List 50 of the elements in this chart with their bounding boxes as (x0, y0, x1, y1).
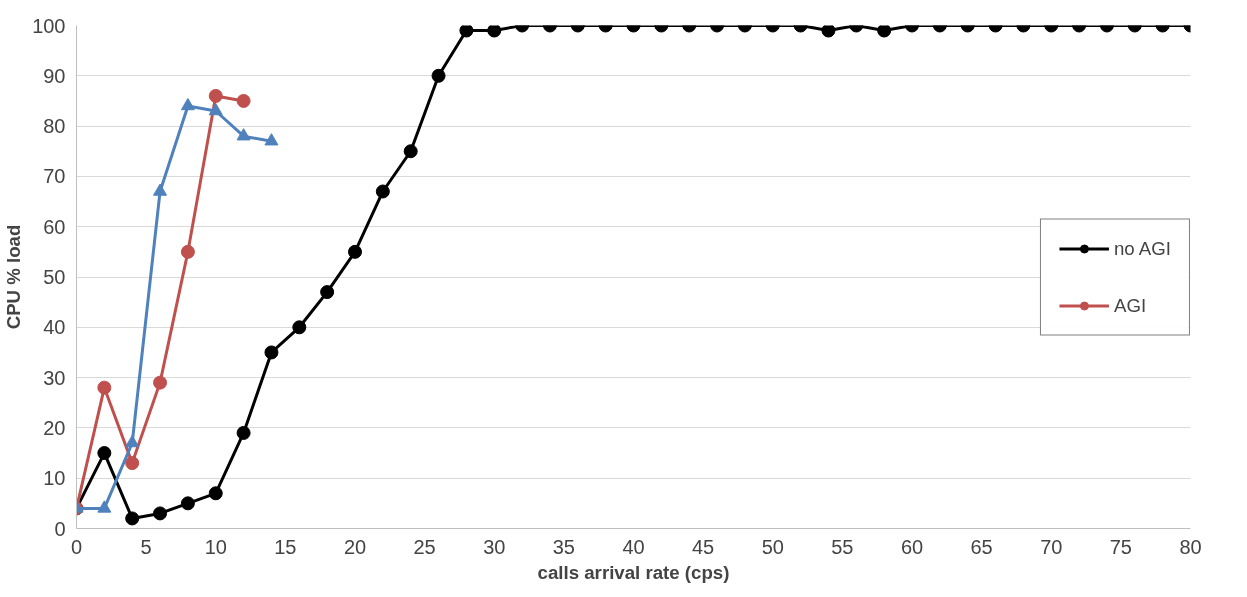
y-tick-label: 30 (43, 366, 66, 389)
point (125, 511, 140, 526)
point (153, 506, 168, 521)
point (97, 380, 112, 395)
x-tick-label: 5 (140, 535, 152, 558)
point (97, 446, 112, 461)
x-tick-label: 40 (622, 535, 645, 558)
y-axis-title: CPU % load (3, 224, 25, 330)
y-tick-label: 50 (43, 266, 66, 288)
x-tick-label: 30 (483, 535, 506, 558)
x-tick-label: 50 (761, 535, 784, 558)
point (125, 456, 140, 471)
x-tick-label: 55 (831, 535, 854, 558)
point (236, 425, 251, 440)
x-tick-label: 65 (970, 535, 993, 558)
point (264, 345, 279, 360)
y-tick-label: 0 (54, 517, 66, 540)
x-tick-label: 80 (1179, 535, 1202, 558)
point (375, 184, 390, 199)
x-tick-label: 0 (70, 535, 83, 558)
point (153, 375, 168, 390)
y-tick-label: 90 (43, 64, 66, 87)
x-tick-label: 20 (343, 535, 367, 558)
x-tick-label: 45 (692, 535, 715, 558)
y-tick-label: 100 (32, 14, 66, 37)
x-tick-label: 15 (274, 535, 297, 558)
x-tick-label: 70 (1040, 535, 1063, 558)
point (320, 285, 335, 300)
x-tick-label: 35 (552, 535, 575, 558)
x-tick-label: 75 (1109, 535, 1132, 558)
point (180, 244, 195, 259)
point (97, 500, 112, 513)
x-tick-label: 25 (413, 535, 436, 558)
point (292, 320, 307, 335)
y-tick-label: 40 (43, 316, 66, 339)
point (403, 144, 418, 159)
y-tick-label: 10 (43, 467, 66, 490)
legend-label: AGI (1113, 294, 1147, 316)
point (348, 244, 362, 259)
y-tick-label: 80 (43, 115, 66, 138)
x-tick-label: 10 (204, 535, 227, 558)
y-tick-label: 70 (43, 165, 66, 188)
legend-label: no AGI (1113, 237, 1171, 259)
x-axis-title: calls arrival rate (cps) (537, 561, 730, 583)
y-tick-label: 60 (43, 215, 66, 238)
x-tick-label: 60 (900, 535, 924, 558)
y-tick-label: 20 (43, 416, 66, 439)
point (180, 496, 195, 511)
point (125, 434, 140, 448)
point (208, 486, 223, 501)
